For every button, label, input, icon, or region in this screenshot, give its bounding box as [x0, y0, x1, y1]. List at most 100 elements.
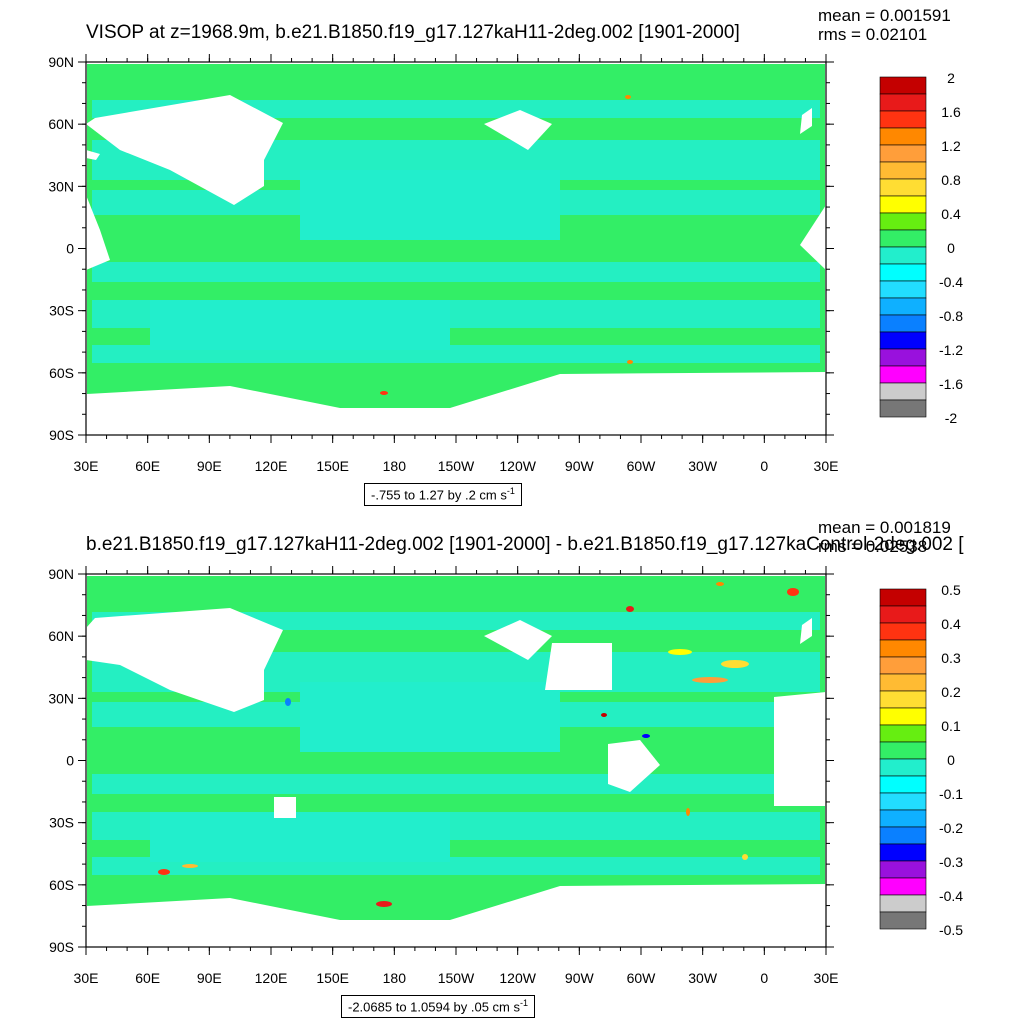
colorbar-swatch	[879, 331, 927, 350]
x-tick-label: 150E	[316, 970, 349, 986]
colorbar-swatch	[879, 195, 927, 214]
colorbar-label: 0	[947, 240, 955, 256]
y-tick-label: 90N	[48, 566, 74, 582]
bottom-map-panel: b.e21.B1850.f19_g17.127kaH11-2deg.002 [1…	[0, 512, 1024, 1024]
colorbar-label: 2	[947, 70, 955, 86]
colorbar-label: -0.8	[939, 308, 963, 324]
colorbar-swatch	[879, 639, 927, 658]
colorbar-label: -0.4	[939, 888, 963, 904]
anomaly-spot	[721, 660, 749, 668]
map-area	[86, 64, 826, 408]
x-tick-label: 150E	[316, 458, 349, 474]
colorbar-swatch	[879, 178, 927, 197]
y-tick-label: 90S	[49, 427, 74, 443]
y-tick-label: 30S	[49, 815, 74, 831]
x-tick-label: 90E	[197, 970, 222, 986]
anomaly-spot	[716, 582, 724, 586]
colorbar-swatch	[879, 280, 927, 299]
colorbar-swatch	[879, 76, 927, 95]
colorbar-swatch	[879, 212, 927, 231]
rms-value: rms = 0.02538	[818, 537, 928, 556]
x-tick-label: 30E	[74, 458, 99, 474]
land-mask	[800, 618, 812, 644]
x-tick-label: 60W	[627, 458, 657, 474]
x-tick-label: 30E	[814, 970, 839, 986]
x-tick-label: 60W	[627, 970, 657, 986]
colorbar-swatch	[879, 792, 927, 811]
y-tick-label: 30N	[48, 178, 74, 194]
x-tick-label: 90W	[565, 458, 595, 474]
x-tick-label: 150W	[438, 458, 475, 474]
mean-value: mean = 0.001591	[818, 6, 951, 25]
x-tick-label: 90E	[197, 458, 222, 474]
y-tick-label: 90N	[48, 54, 74, 70]
y-tick-label: 60N	[48, 628, 74, 644]
colorbar-label: 0.5	[941, 582, 961, 598]
colorbar-swatch	[879, 382, 927, 401]
x-tick-label: 180	[383, 458, 407, 474]
map-area	[86, 576, 826, 920]
anomaly-spot	[158, 869, 170, 875]
y-tick-label: 30N	[48, 690, 74, 706]
top-map-panel: VISOP at z=1968.9m, b.e21.B1850.f19_g17.…	[48, 6, 963, 507]
colorbar-swatch	[879, 826, 927, 845]
x-tick-label: 120W	[499, 458, 536, 474]
colorbar-label: 1.6	[941, 104, 961, 120]
colorbar-label: 0.8	[941, 172, 961, 188]
anomaly-spot	[625, 95, 631, 99]
anomaly-spot	[668, 649, 692, 655]
anomaly-spot	[627, 360, 633, 364]
x-tick-label: 30E	[74, 970, 99, 986]
colorbar-swatch	[879, 877, 927, 896]
map-title: VISOP at z=1968.9m, b.e21.B1850.f19_g17.…	[86, 22, 740, 43]
land-mask	[86, 195, 110, 270]
colorbar-swatch	[879, 297, 927, 316]
x-tick-label: 30E	[814, 458, 839, 474]
colorbar-swatch	[879, 263, 927, 282]
negative-anomaly-region	[150, 300, 450, 350]
land-mask	[774, 692, 826, 806]
x-tick-label: 120E	[255, 970, 288, 986]
colorbar-swatch	[879, 314, 927, 333]
colorbar-label: -0.4	[939, 274, 963, 290]
colorbar-swatch	[879, 894, 927, 913]
land-mask	[274, 797, 296, 818]
colorbar-label: 1.2	[941, 138, 961, 154]
x-tick-label: 180	[383, 970, 407, 986]
colorbar-swatch	[879, 690, 927, 709]
anomaly-spot	[182, 864, 198, 868]
colorbar-label: 0	[947, 752, 955, 768]
colorbar-swatch	[879, 127, 927, 146]
anomaly-spot	[285, 698, 291, 706]
colorbar: 2 1.6 1.2 0.8 0.4 0 -0.4 -0.8 -1.2 -1.6 -2	[879, 70, 963, 426]
x-tick-label: 120W	[499, 970, 536, 986]
y-tick-label: 60S	[49, 365, 74, 381]
x-tick-label: 150W	[438, 970, 475, 986]
colorbar-swatch	[879, 673, 927, 692]
land-mask	[86, 95, 283, 205]
anomaly-spot	[642, 734, 650, 738]
negative-anomaly-region	[92, 612, 820, 630]
x-tick-label: 90W	[565, 970, 595, 986]
y-tick-label: 0	[66, 753, 74, 769]
colorbar-label: -0.2	[939, 820, 963, 836]
colorbar-swatch	[879, 365, 927, 384]
negative-anomaly-region	[150, 812, 450, 862]
anomaly-spot	[686, 808, 690, 816]
x-tick-label: 0	[760, 458, 768, 474]
colorbar: 0.5 0.4 0.3 0.2 0.1 0 -0.1 -0.2 -0.3 -0.4 -0.5	[879, 582, 963, 938]
colorbar-label: 0.2	[941, 684, 961, 700]
colorbar-swatch	[879, 809, 927, 828]
colorbar-swatch	[879, 348, 927, 367]
land-mask	[800, 108, 812, 134]
colorbar-swatch	[879, 724, 927, 743]
anomaly-spot	[376, 901, 392, 907]
colorbar-swatch	[879, 656, 927, 675]
colorbar-label: 0.3	[941, 650, 961, 666]
negative-anomaly-region	[300, 170, 560, 240]
y-tick-label: 0	[66, 241, 74, 257]
anomaly-spot	[601, 713, 607, 717]
